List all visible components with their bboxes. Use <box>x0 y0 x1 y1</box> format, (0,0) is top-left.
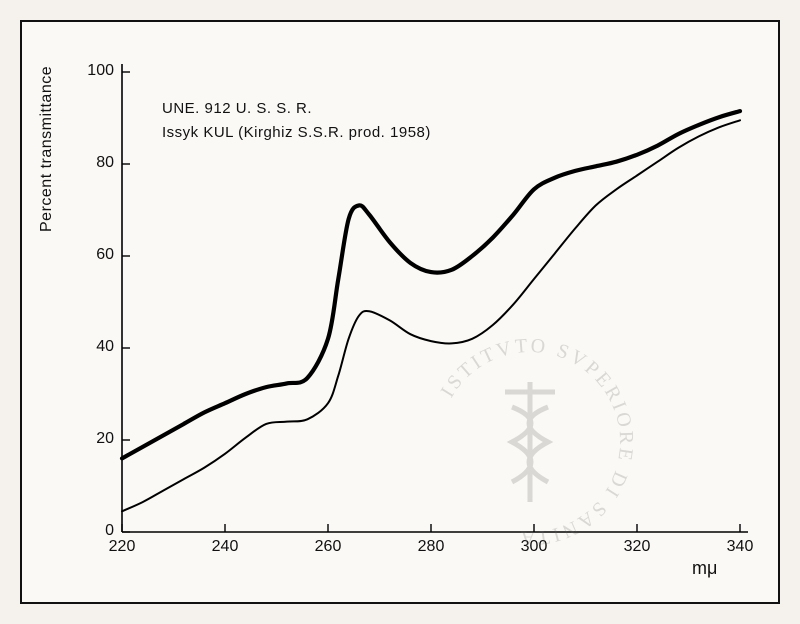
y-tick-label: 80 <box>74 154 114 172</box>
x-tick-label: 220 <box>102 538 142 556</box>
x-axis-label: mμ <box>692 558 717 579</box>
y-tick-label: 100 <box>74 62 114 80</box>
x-tick-label: 240 <box>205 538 245 556</box>
y-tick-label: 60 <box>74 246 114 264</box>
photo-frame: Percent transmittance UNE. 912 U. S. S. … <box>20 20 780 604</box>
y-tick-label: 40 <box>74 338 114 356</box>
x-tick-label: 260 <box>308 538 348 556</box>
x-tick-label: 300 <box>514 538 554 556</box>
x-tick-label: 340 <box>720 538 760 556</box>
x-tick-label: 320 <box>617 538 657 556</box>
y-tick-label: 20 <box>74 430 114 448</box>
chart-canvas <box>22 22 778 602</box>
thick-curve <box>122 111 740 458</box>
thin-curve <box>122 120 740 511</box>
x-tick-label: 280 <box>411 538 451 556</box>
